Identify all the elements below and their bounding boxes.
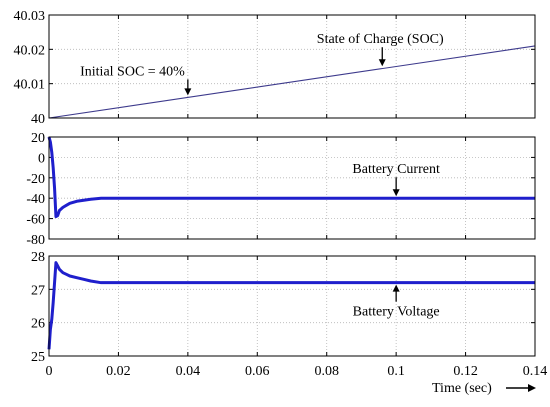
- voltage-y-tick-label: 26: [31, 317, 45, 332]
- right-arrow-icon: [506, 384, 536, 392]
- soc-y-tick-label: 40: [31, 112, 45, 127]
- voltage-x-tick-label: 0.1: [387, 364, 405, 379]
- current-annotation-label: Battery Current: [352, 162, 440, 177]
- soc-panel: 40 40.01 40.02 40.03 Initial SOC = 40% State …: [14, 9, 536, 127]
- current-series-line: [47, 136, 535, 219]
- soc-y-tick-label: 40.02: [14, 43, 46, 58]
- arrow-head: [378, 59, 386, 67]
- arrow-icon: [392, 284, 400, 302]
- arrow-head: [392, 189, 400, 197]
- current-axes-frame: [48, 136, 536, 240]
- voltage-axes-frame: [48, 255, 536, 357]
- soc-axes-frame: [48, 14, 536, 119]
- voltage-y-tick-label: 28: [31, 250, 45, 265]
- voltage-plot-area: [49, 256, 535, 356]
- voltage-x-tick-label: 0.02: [106, 364, 131, 379]
- voltage-y-tick-label: 27: [31, 283, 45, 298]
- voltage-annotation-label: Battery Voltage: [353, 305, 440, 320]
- current-y-tick-label: -60: [26, 213, 45, 228]
- time-axis-label-group: Time (sec): [432, 381, 536, 396]
- soc-plot-area: [49, 15, 535, 118]
- current-y-tick-label: 20: [31, 131, 45, 146]
- current-y-tick-label: -20: [26, 172, 45, 187]
- x-axis-label: Time (sec): [432, 381, 492, 396]
- voltage-x-tick-label: 0.14: [523, 364, 548, 379]
- voltage-x-tick-label: 0.06: [245, 364, 270, 379]
- soc-y-tick-label: 40.01: [14, 78, 46, 93]
- voltage-panel: 25 26 27 28 Battery Voltage 0 0.02 0.04 0.06 0.08…: [31, 250, 547, 379]
- soc-y-tick-label: 40.03: [14, 9, 46, 24]
- arrow-head: [392, 284, 400, 292]
- current-panel: -80 -60 -40 -20 0 20 Battery Current: [26, 131, 536, 248]
- soc-annotation-label: Initial SOC = 40%: [80, 64, 185, 79]
- current-y-tick-label: -80: [26, 233, 45, 248]
- voltage-x-tick-label: 0.04: [176, 364, 201, 379]
- voltage-x-tick-label: 0.08: [314, 364, 339, 379]
- current-plot-area: [49, 137, 535, 239]
- soc-annotation-label: State of Charge (SOC): [317, 32, 444, 47]
- current-y-tick-label: -40: [26, 192, 45, 207]
- arrow-icon: [392, 177, 400, 197]
- voltage-x-tick-label: 0.12: [453, 364, 478, 379]
- voltage-series-line: [47, 261, 535, 350]
- voltage-y-tick-label: 25: [31, 350, 45, 365]
- voltage-x-tick-label: 0: [46, 364, 53, 379]
- arrow-icon: [184, 79, 192, 96]
- current-y-tick-label: 0: [38, 151, 45, 166]
- soc-series-line: [48, 45, 536, 119]
- arrow-icon: [378, 47, 386, 67]
- arrow-head: [184, 88, 192, 96]
